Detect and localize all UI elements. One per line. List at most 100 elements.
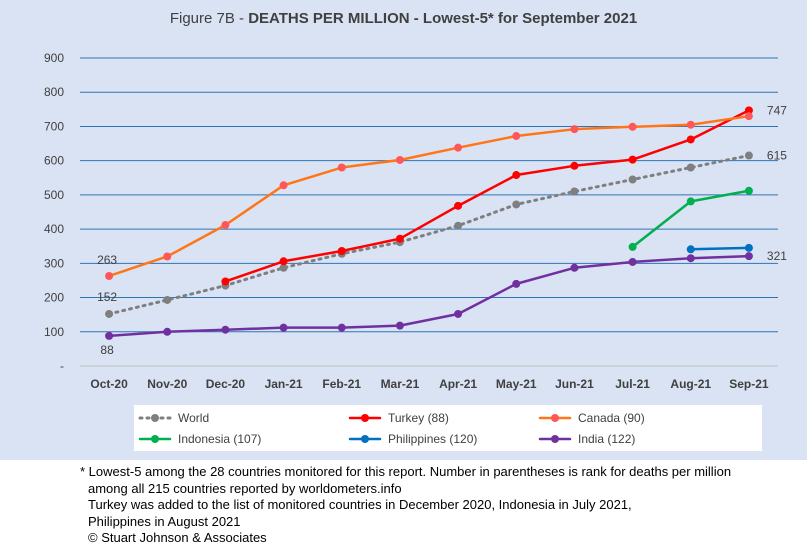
data-label: 747 <box>767 103 787 117</box>
y-tick-label: 500 <box>44 188 64 202</box>
data-point <box>744 243 753 252</box>
data-point <box>105 271 114 280</box>
x-tick-label: Oct-20 <box>90 377 128 391</box>
data-point <box>337 163 346 172</box>
data-point <box>686 254 695 263</box>
data-point <box>744 112 753 121</box>
legend-marker <box>361 414 369 422</box>
data-point <box>395 321 404 330</box>
x-tick-label: Nov-20 <box>147 377 187 391</box>
data-point <box>744 106 753 115</box>
y-tick-label: 900 <box>44 51 64 65</box>
data-point <box>279 323 288 332</box>
data-label: 615 <box>767 149 787 163</box>
legend-label: World <box>178 411 209 425</box>
data-label: 263 <box>97 253 117 267</box>
data-point <box>744 252 753 261</box>
series-line <box>107 254 751 338</box>
x-tick-label: Jun-21 <box>555 377 594 391</box>
data-point <box>105 309 114 318</box>
x-tick-label: Dec-20 <box>206 377 246 391</box>
data-label: 321 <box>767 249 787 263</box>
data-point <box>337 247 346 256</box>
data-point <box>221 325 230 334</box>
legend-label: India (122) <box>578 432 635 446</box>
y-tick-label: 400 <box>44 222 64 236</box>
data-point <box>279 257 288 266</box>
legend-label: Philippines (120) <box>388 432 477 446</box>
data-point <box>454 143 463 152</box>
y-tick-label: 800 <box>44 85 64 99</box>
data-point <box>221 277 230 286</box>
data-point <box>512 171 521 180</box>
legend-label: Turkey (88) <box>388 411 449 425</box>
data-point <box>395 155 404 164</box>
line-chart: - 100 200 300 400 500 600 700 800 900 Oct-20 Nov-20… <box>44 51 787 451</box>
footnote-line: © Stuart Johnson & Associates <box>88 530 267 545</box>
legend-marker <box>551 414 559 422</box>
chart-title-main: DEATHS PER MILLION - Lowest-5* for Septe… <box>248 10 638 27</box>
data-label: 88 <box>100 343 114 357</box>
series-line <box>689 246 751 251</box>
x-tick-label: Sep-21 <box>729 377 769 391</box>
data-point <box>454 201 463 210</box>
chart-title-prefix: Figure 7B - <box>169 10 249 27</box>
chart-title: Figure 7B - DEATHS PER MILLION - Lowest-… <box>0 10 807 27</box>
y-tick-label: 600 <box>44 154 64 168</box>
data-point <box>686 135 695 144</box>
data-point <box>512 279 521 288</box>
legend-marker <box>551 435 559 443</box>
data-point <box>279 181 288 190</box>
y-tick-label: 100 <box>44 325 64 339</box>
x-tick-label: Jan-21 <box>265 377 303 391</box>
footnote-line: Turkey was added to the list of monitore… <box>88 497 632 512</box>
data-point <box>163 295 172 304</box>
data-label: 152 <box>97 290 117 304</box>
data-point <box>279 263 288 272</box>
data-point <box>744 186 753 195</box>
data-point <box>337 323 346 332</box>
data-point <box>570 263 579 272</box>
data-point <box>686 163 695 172</box>
data-point <box>628 257 637 266</box>
series-line <box>107 154 751 316</box>
data-point <box>686 245 695 254</box>
x-tick-label: Jul-21 <box>615 377 650 391</box>
data-point <box>628 175 637 184</box>
legend-label: Canada (90) <box>578 411 645 425</box>
x-tick-label: May-21 <box>496 377 537 391</box>
data-point <box>628 155 637 164</box>
data-point <box>512 200 521 209</box>
data-point <box>105 331 114 340</box>
y-tick-label: 700 <box>44 119 64 133</box>
data-point <box>686 197 695 206</box>
data-point <box>628 122 637 131</box>
footnote-line: among all 215 countries reported by worl… <box>88 480 402 496</box>
x-tick-label: Mar-21 <box>381 377 420 391</box>
data-point <box>163 327 172 336</box>
x-tick-label: Feb-21 <box>322 377 361 391</box>
data-point <box>512 132 521 141</box>
y-tick-label: - <box>60 359 64 373</box>
plot-area <box>80 58 778 366</box>
footnotes: * Lowest-5 among the 28 countries monito… <box>80 464 790 547</box>
legend-label: Indonesia (107) <box>178 432 261 446</box>
series-line <box>224 109 751 283</box>
data-point <box>163 252 172 261</box>
x-tick-label: Apr-21 <box>439 377 477 391</box>
y-tick-label: 200 <box>44 291 64 305</box>
data-point <box>686 120 695 129</box>
data-point <box>395 234 404 243</box>
legend-marker <box>151 435 159 443</box>
data-point <box>454 221 463 230</box>
y-tick-label: 300 <box>44 256 64 270</box>
series-line <box>107 114 751 278</box>
data-point <box>570 125 579 134</box>
footnote-line: Philippines in August 2021 <box>88 513 241 529</box>
data-point <box>744 151 753 160</box>
x-tick-label: Aug-21 <box>670 377 711 391</box>
data-point <box>628 242 637 251</box>
data-point <box>570 161 579 170</box>
legend <box>134 405 762 451</box>
data-point <box>454 309 463 318</box>
